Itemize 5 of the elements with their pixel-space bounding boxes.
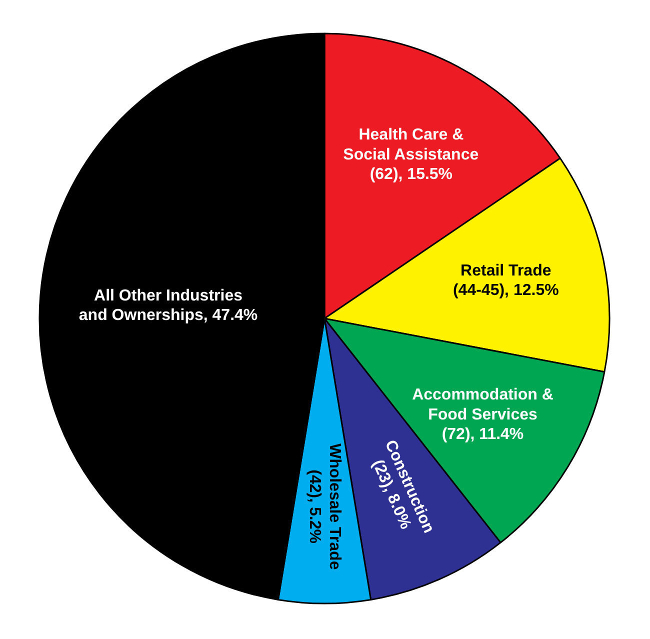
slice-label: Wholesale Trade (42), 5.2% — [306, 443, 343, 570]
slice-label: Accommodation & Food Services (72), 11.4% — [412, 386, 554, 443]
slice-label: Retail Trade (44-45), 12.5% — [452, 262, 559, 300]
slice-label: All Other Industries and Ownerships, 47.4% — [78, 287, 258, 324]
slice-label: Health Care & Social Assistance (62), 15.5% — [343, 126, 479, 183]
